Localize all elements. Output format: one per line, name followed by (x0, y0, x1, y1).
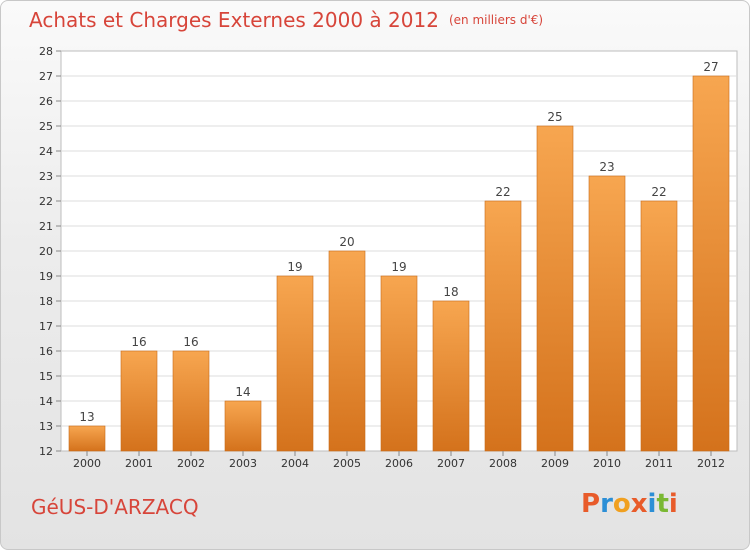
logo-letter: o (612, 489, 631, 519)
chart-unit: (en milliers d'€) (448, 13, 544, 27)
data-label: 20 (339, 235, 354, 249)
bar (588, 175, 626, 452)
bar (640, 200, 678, 452)
y-tick-label: 13 (39, 420, 53, 433)
data-label: 27 (703, 60, 718, 74)
bar (536, 125, 574, 452)
bar (432, 300, 470, 452)
data-label: 18 (443, 285, 458, 299)
logo-letter: i (668, 489, 678, 519)
y-tick-label: 22 (39, 195, 53, 208)
logo-letter: i (647, 489, 657, 519)
bar (380, 275, 418, 452)
x-tick-label: 2010 (593, 457, 621, 470)
y-tick-label: 19 (39, 270, 53, 283)
logo-letter: r (600, 489, 613, 519)
chart-title: Achats et Charges Externes 2000 à 2012 (e… (29, 8, 543, 32)
y-tick-label: 17 (39, 320, 53, 333)
bar (276, 275, 314, 452)
bar (224, 400, 262, 452)
x-tick-label: 2005 (333, 457, 361, 470)
x-tick-label: 2012 (697, 457, 725, 470)
x-tick-label: 2006 (385, 457, 413, 470)
x-tick-label: 2008 (489, 457, 517, 470)
bar (120, 350, 158, 452)
y-tick-label: 23 (39, 170, 53, 183)
y-tick-label: 18 (39, 295, 53, 308)
data-label: 16 (131, 335, 146, 349)
logo-letter: x (630, 489, 648, 519)
data-label: 23 (599, 160, 614, 174)
y-tick-label: 12 (39, 445, 53, 458)
data-label: 19 (287, 260, 302, 274)
y-tick-label: 20 (39, 245, 53, 258)
data-label: 22 (495, 185, 510, 199)
x-tick-label: 2001 (125, 457, 153, 470)
y-tick-label: 16 (39, 345, 53, 358)
x-tick-label: 2007 (437, 457, 465, 470)
y-tick-label: 15 (39, 370, 53, 383)
y-tick-label: 26 (39, 95, 53, 108)
bar (328, 250, 366, 452)
data-label: 19 (391, 260, 406, 274)
logo-letter: P (581, 489, 601, 519)
data-label: 13 (79, 410, 94, 424)
data-label: 16 (183, 335, 198, 349)
data-label: 25 (547, 110, 562, 124)
y-tick-label: 27 (39, 70, 53, 83)
y-tick-label: 21 (39, 220, 53, 233)
data-label: 14 (235, 385, 250, 399)
logo-letter: t (656, 489, 669, 519)
bar (692, 75, 730, 452)
x-tick-label: 2002 (177, 457, 205, 470)
data-label: 22 (651, 185, 666, 199)
x-tick-label: 2000 (73, 457, 101, 470)
x-tick-label: 2009 (541, 457, 569, 470)
bar (484, 200, 522, 452)
y-tick-label: 28 (39, 45, 53, 58)
x-tick-label: 2011 (645, 457, 673, 470)
y-tick-label: 14 (39, 395, 53, 408)
x-tick-label: 2003 (229, 457, 257, 470)
x-tick-label: 2004 (281, 457, 309, 470)
commune-name: GéUS-D'ARZACQ (31, 495, 199, 519)
bar (172, 350, 210, 452)
bar (68, 425, 106, 452)
proxiti-logo[interactable]: Proxiti (581, 489, 678, 519)
y-tick-label: 24 (39, 145, 53, 158)
y-tick-label: 25 (39, 120, 53, 133)
chart-title-text: Achats et Charges Externes 2000 à 2012 (29, 8, 439, 32)
